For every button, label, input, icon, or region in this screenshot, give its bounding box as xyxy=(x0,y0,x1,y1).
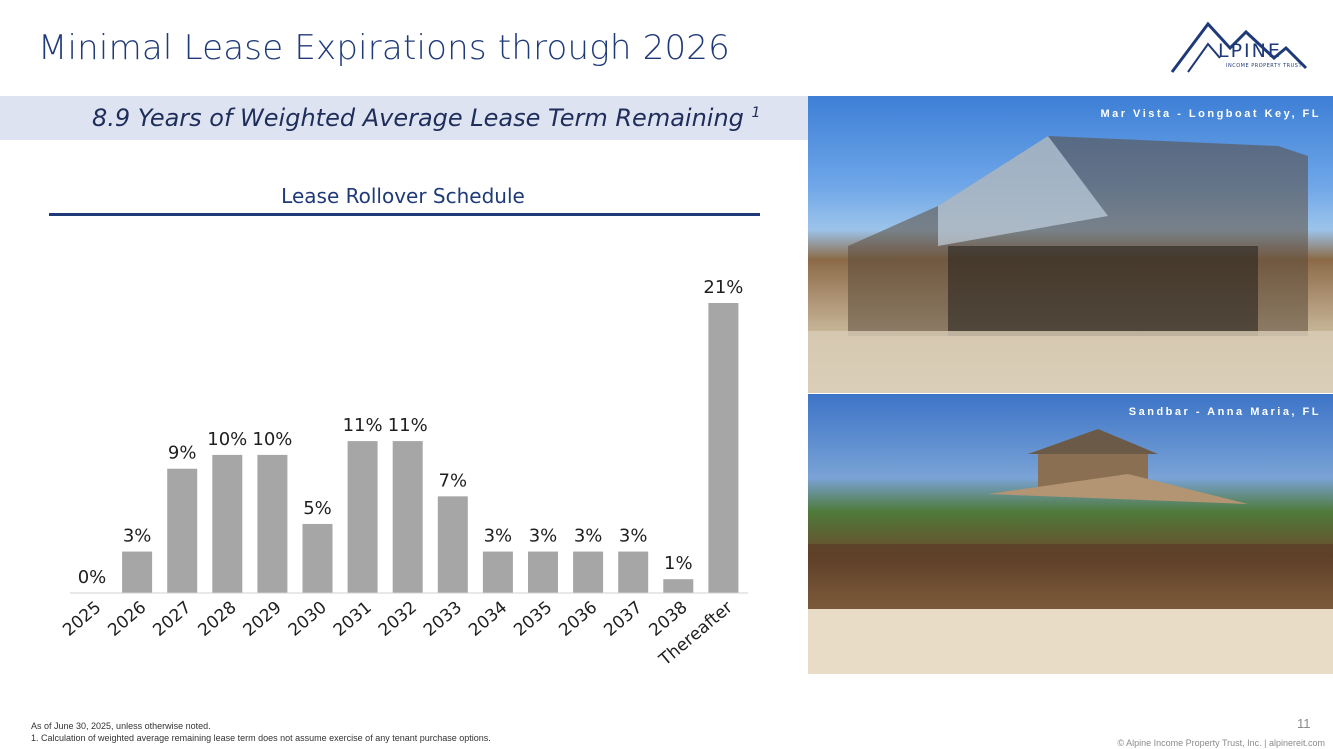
x-tick-label: 2034 xyxy=(465,598,511,641)
data-label: 3% xyxy=(123,526,152,547)
data-label: 3% xyxy=(529,526,558,547)
bar-2037 xyxy=(618,551,649,593)
x-tick-label: 2033 xyxy=(420,598,466,641)
x-tick-label: 2030 xyxy=(285,598,331,641)
photo-caption: Mar Vista - Longboat Key, FL xyxy=(1100,108,1321,120)
data-label: 3% xyxy=(619,526,648,547)
x-tick-label: 2036 xyxy=(555,598,601,641)
bar-2036 xyxy=(573,551,604,593)
slide-title: Minimal Lease Expirations through 2026 xyxy=(38,28,730,68)
photo-sandbar: Sandbar - Anna Maria, FL xyxy=(808,394,1333,674)
restaurant-illustration xyxy=(808,429,1333,674)
x-tick-label: 2032 xyxy=(375,598,421,641)
data-label: 21% xyxy=(703,277,743,298)
bar-2033 xyxy=(437,496,468,593)
bar-2032 xyxy=(392,441,423,593)
data-label: 10% xyxy=(252,429,292,450)
bar-2031 xyxy=(347,441,378,593)
copyright: © Alpine Income Property Trust, Inc. | a… xyxy=(1117,738,1325,748)
data-label: 3% xyxy=(574,526,603,547)
logo-tagline: INCOME PROPERTY TRUST xyxy=(1226,63,1303,69)
x-tick-label: 2026 xyxy=(104,598,150,641)
bar-2030 xyxy=(302,523,333,593)
data-label: 1% xyxy=(664,553,693,574)
lease-rollover-chart: 0% 2025 3% 2026 9% 2027 10% 2028 10% 2029 5% 2030 11… xyxy=(59,277,748,671)
photo-caption: Sandbar - Anna Maria, FL xyxy=(1128,406,1321,418)
data-label: 5% xyxy=(303,498,332,519)
alpine-logo-icon xyxy=(1170,21,1308,73)
data-label: 3% xyxy=(484,526,513,547)
data-label: 10% xyxy=(207,429,247,450)
data-label: 11% xyxy=(343,415,383,436)
data-label: 11% xyxy=(388,415,428,436)
data-label: 9% xyxy=(168,443,197,464)
bar-2035 xyxy=(528,551,558,593)
data-label: 7% xyxy=(439,470,468,491)
subtitle: 8.9 Years of Weighted Average Lease Term… xyxy=(92,104,760,132)
subtitle-footnote-ref: 1 xyxy=(751,105,761,121)
x-tick-label: 2037 xyxy=(600,598,646,641)
x-tick-label: 2028 xyxy=(195,598,241,641)
subtitle-band xyxy=(0,96,808,140)
bar-2026 xyxy=(122,551,153,593)
footer-footnote: 1. Calculation of weighted average remai… xyxy=(31,733,491,743)
page-number: 11 xyxy=(1297,716,1311,731)
x-tick-label: 2035 xyxy=(510,598,556,641)
x-tick-label: 2029 xyxy=(240,598,286,641)
x-tick-label: 2031 xyxy=(330,598,376,641)
bar-2034 xyxy=(482,551,513,593)
x-tick-label: 2025 xyxy=(59,598,105,641)
bar-2028 xyxy=(212,454,243,593)
subtitle-text: 8.9 Years of Weighted Average Lease Term… xyxy=(92,104,744,132)
logo-text: LPINE xyxy=(1218,40,1282,62)
data-label: 0% xyxy=(78,567,107,588)
bar-2027 xyxy=(167,468,198,593)
chart-title-rule xyxy=(49,213,760,216)
x-tick-label: 2027 xyxy=(149,598,195,641)
bar-2038 xyxy=(663,579,694,593)
chart-title: Lease Rollover Schedule xyxy=(281,184,525,208)
bar-2029 xyxy=(257,454,288,593)
footer-note: As of June 30, 2025, unless otherwise no… xyxy=(31,721,211,731)
building-illustration xyxy=(808,136,1333,393)
photo-mar-vista: Mar Vista - Longboat Key, FL xyxy=(808,96,1333,393)
bar-thereafter xyxy=(708,303,739,593)
